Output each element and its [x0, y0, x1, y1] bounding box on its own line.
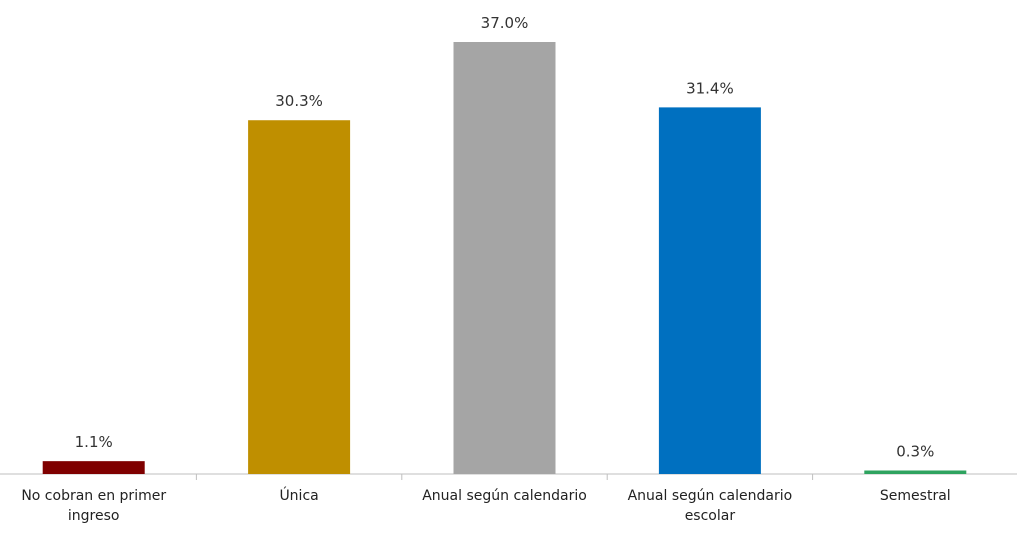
x-tick-label: No cobran en primer ingreso	[21, 488, 167, 524]
bar	[864, 470, 967, 474]
bar	[658, 107, 761, 474]
value-label: 30.3%	[275, 92, 323, 110]
x-tick-label: Semestral	[879, 488, 951, 504]
x-tick-label: Única	[279, 488, 319, 504]
x-tick-label: Anual según calendario escolar	[627, 488, 793, 524]
value-label: 37.0%	[481, 14, 529, 32]
value-label: 31.4%	[686, 79, 734, 97]
bar	[248, 120, 351, 475]
value-label: 1.1%	[75, 433, 113, 451]
value-label: 0.3%	[896, 442, 934, 460]
bar	[42, 461, 145, 474]
x-tick-label: Anual según calendario	[422, 488, 587, 504]
bar	[453, 42, 556, 474]
